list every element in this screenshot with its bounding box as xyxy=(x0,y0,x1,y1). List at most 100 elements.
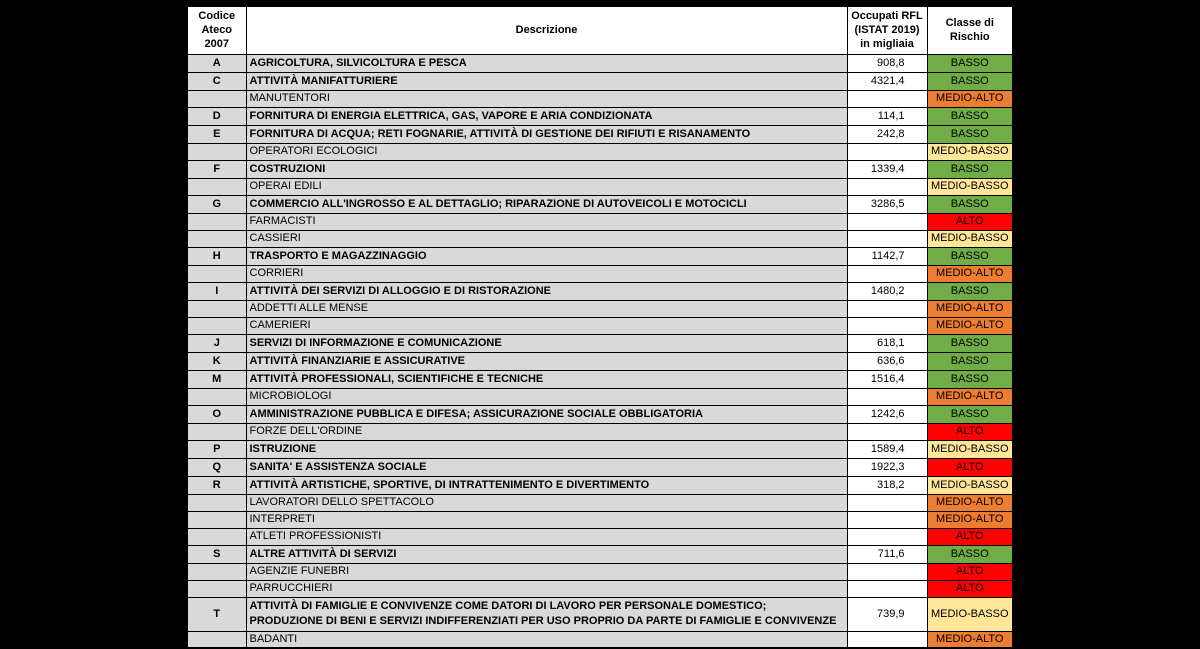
cell-descrizione: MICROBIOLOGI xyxy=(245,387,848,406)
table-row: G COMMERCIO ALL'INGROSSO E AL DETTAGLIO;… xyxy=(186,194,1014,214)
cell-codice: J xyxy=(186,333,247,353)
cell-classe-rischio: BASSO xyxy=(926,106,1014,126)
cell-codice xyxy=(186,264,247,283)
cell-codice xyxy=(186,630,247,649)
table-row: LAVORATORI DELLO SPETTACOLO MEDIO-ALTO xyxy=(186,493,1014,512)
cell-occupati xyxy=(846,510,928,529)
cell-occupati xyxy=(846,299,928,318)
cell-descrizione: SERVIZI DI INFORMAZIONE E COMUNICAZIONE xyxy=(245,333,848,353)
cell-codice: A xyxy=(186,53,247,73)
cell-descrizione: FORNITURA DI ACQUA; RETI FOGNARIE, ATTIV… xyxy=(245,124,848,144)
cell-descrizione: ATTIVITÀ PROFESSIONALI, SCIENTIFICHE E T… xyxy=(245,369,848,389)
cell-classe-rischio: ALTO xyxy=(926,212,1014,231)
table-row: H TRASPORTO E MAGAZZINAGGIO 1142,7 BASSO xyxy=(186,246,1014,266)
cell-descrizione: CAMERIERI xyxy=(245,316,848,335)
cell-descrizione: COMMERCIO ALL'INGROSSO E AL DETTAGLIO; R… xyxy=(245,194,848,214)
header-codice-line: 2007 xyxy=(204,38,229,51)
table-row: CORRIERI MEDIO-ALTO xyxy=(186,264,1014,283)
cell-codice: H xyxy=(186,246,247,266)
header-codice-ateco: Codice Ateco 2007 xyxy=(186,5,247,55)
cell-codice xyxy=(186,177,247,196)
cell-codice: D xyxy=(186,106,247,126)
cell-descrizione: ATTIVITÀ MANIFATTURIERE xyxy=(245,71,848,91)
cell-codice xyxy=(186,422,247,441)
cell-occupati: 4321,4 xyxy=(846,71,928,91)
cell-codice: T xyxy=(186,596,247,632)
cell-classe-rischio: MEDIO-BASSO xyxy=(926,177,1014,196)
cell-descrizione: AMMINISTRAZIONE PUBBLICA E DIFESA; ASSIC… xyxy=(245,404,848,424)
table-row: MANUTENTORI MEDIO-ALTO xyxy=(186,89,1014,108)
cell-classe-rischio: BASSO xyxy=(926,124,1014,144)
cell-descrizione: FORNITURA DI ENERGIA ELETTRICA, GAS, VAP… xyxy=(245,106,848,126)
table-body: A AGRICOLTURA, SILVICOLTURA E PESCA 908,… xyxy=(186,53,1014,649)
table-row: F COSTRUZIONI 1339,4 BASSO xyxy=(186,159,1014,179)
cell-descrizione: CORRIERI xyxy=(245,264,848,283)
table-row: C ATTIVITÀ MANIFATTURIERE 4321,4 BASSO xyxy=(186,71,1014,91)
cell-occupati: 711,6 xyxy=(846,544,928,564)
cell-occupati: 318,2 xyxy=(846,475,928,495)
cell-codice: S xyxy=(186,544,247,564)
cell-codice xyxy=(186,493,247,512)
cell-classe-rischio: MEDIO-BASSO xyxy=(926,229,1014,248)
cell-occupati xyxy=(846,316,928,335)
cell-codice: E xyxy=(186,124,247,144)
cell-occupati: 1922,3 xyxy=(846,457,928,477)
cell-codice: R xyxy=(186,475,247,495)
table-row: Q SANITA' E ASSISTENZA SOCIALE 1922,3 AL… xyxy=(186,457,1014,477)
table-row: FARMACISTI ALTO xyxy=(186,212,1014,231)
cell-occupati: 1242,6 xyxy=(846,404,928,424)
cell-codice xyxy=(186,527,247,546)
cell-codice xyxy=(186,299,247,318)
cell-occupati: 242,8 xyxy=(846,124,928,144)
header-descrizione: Descrizione xyxy=(245,5,848,55)
cell-occupati xyxy=(846,630,928,649)
table-row: S ALTRE ATTIVITÀ DI SERVIZI 711,6 BASSO xyxy=(186,544,1014,564)
cell-classe-rischio: ALTO xyxy=(926,422,1014,441)
table-row: K ATTIVITÀ FINANZIARIE E ASSICURATIVE 63… xyxy=(186,351,1014,371)
cell-classe-rischio: ALTO xyxy=(926,527,1014,546)
cell-classe-rischio: BASSO xyxy=(926,544,1014,564)
cell-descrizione: ATTIVITÀ DEI SERVIZI DI ALLOGGIO E DI RI… xyxy=(245,281,848,301)
header-classe-rischio: Classe di Rischio xyxy=(926,5,1014,55)
cell-codice: F xyxy=(186,159,247,179)
header-classe-line: Classe di xyxy=(945,17,994,30)
table-row: INTERPRETI MEDIO-ALTO xyxy=(186,510,1014,529)
table-row: PARRUCCHIERI ALTO xyxy=(186,579,1014,598)
cell-classe-rischio: MEDIO-BASSO xyxy=(926,142,1014,161)
header-occupati-rfl: Occupati RFL (ISTAT 2019) in migliaia xyxy=(846,5,928,55)
cell-descrizione: TRASPORTO E MAGAZZINAGGIO xyxy=(245,246,848,266)
cell-descrizione: LAVORATORI DELLO SPETTACOLO xyxy=(245,493,848,512)
cell-descrizione: AGRICOLTURA, SILVICOLTURA E PESCA xyxy=(245,53,848,73)
table-row: A AGRICOLTURA, SILVICOLTURA E PESCA 908,… xyxy=(186,53,1014,73)
cell-occupati: 1516,4 xyxy=(846,369,928,389)
header-occupati-line: in migliaia xyxy=(860,38,914,51)
header-occupati-line: (ISTAT 2019) xyxy=(854,24,920,37)
table-row: D FORNITURA DI ENERGIA ELETTRICA, GAS, V… xyxy=(186,106,1014,126)
cell-occupati: 636,6 xyxy=(846,351,928,371)
table-row: AGENZIE FUNEBRI ALTO xyxy=(186,562,1014,581)
cell-occupati: 618,1 xyxy=(846,333,928,353)
cell-descrizione: SANITA' E ASSISTENZA SOCIALE xyxy=(245,457,848,477)
cell-occupati: 3286,5 xyxy=(846,194,928,214)
cell-descrizione: ATTIVITÀ ARTISTICHE, SPORTIVE, DI INTRAT… xyxy=(245,475,848,495)
cell-codice xyxy=(186,229,247,248)
cell-classe-rischio: MEDIO-BASSO xyxy=(926,475,1014,495)
cell-classe-rischio: BASSO xyxy=(926,194,1014,214)
cell-classe-rischio: ALTO xyxy=(926,457,1014,477)
cell-classe-rischio: BASSO xyxy=(926,404,1014,424)
cell-descrizione: MANUTENTORI xyxy=(245,89,848,108)
table-row: OPERATORI ECOLOGICI MEDIO-BASSO xyxy=(186,142,1014,161)
cell-classe-rischio: MEDIO-ALTO xyxy=(926,630,1014,649)
cell-occupati xyxy=(846,142,928,161)
cell-occupati xyxy=(846,562,928,581)
cell-occupati xyxy=(846,89,928,108)
cell-descrizione: COSTRUZIONI xyxy=(245,159,848,179)
cell-occupati xyxy=(846,493,928,512)
cell-descrizione: ATTIVITÀ FINANZIARIE E ASSICURATIVE xyxy=(245,351,848,371)
header-classe-line: Rischio xyxy=(949,31,990,44)
cell-occupati xyxy=(846,212,928,231)
cell-descrizione: ATTIVITÀ DI FAMIGLIE E CONVIVENZE COME D… xyxy=(245,596,848,632)
cell-occupati xyxy=(846,264,928,283)
cell-descrizione: ISTRUZIONE xyxy=(245,439,848,459)
cell-occupati xyxy=(846,422,928,441)
